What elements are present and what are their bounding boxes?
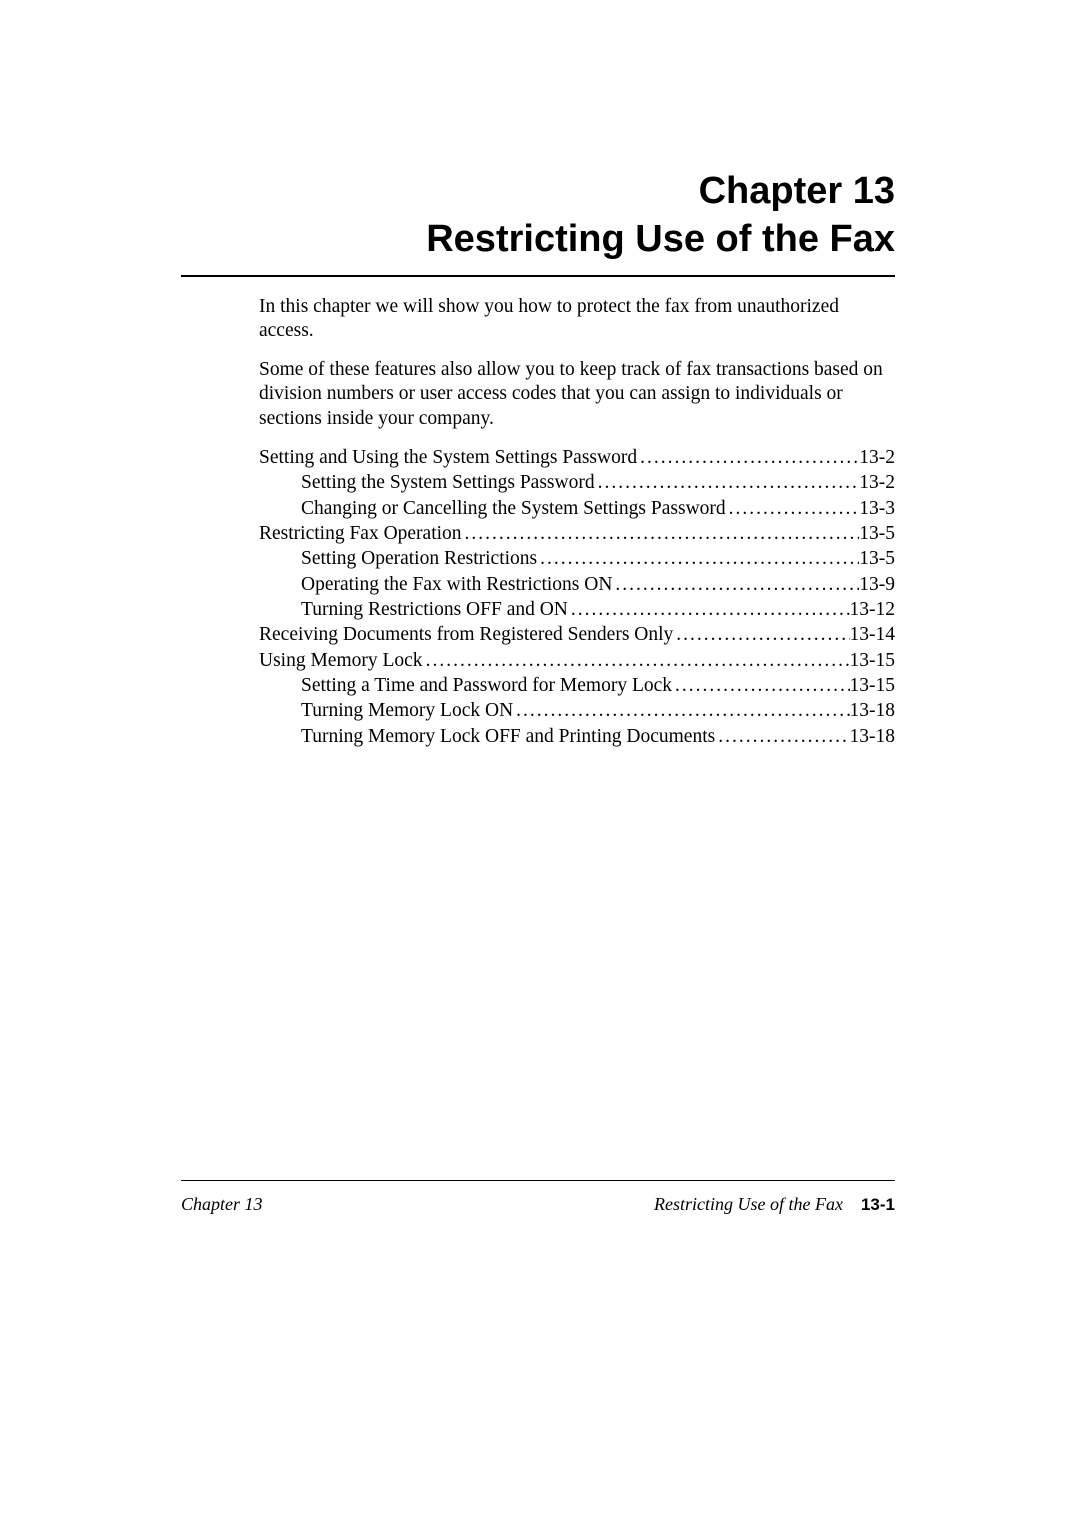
toc-entry-page: 13-14 — [850, 622, 896, 647]
toc-leader-dots — [568, 597, 850, 622]
toc-leader-dots — [595, 470, 860, 495]
table-of-contents: Setting and Using the System Settings Pa… — [259, 445, 895, 749]
intro-para-2: Some of these features also allow you to… — [259, 358, 895, 431]
toc-entry: Setting and Using the System Settings Pa… — [259, 445, 895, 470]
toc-entry-label: Restricting Fax Operation — [259, 521, 462, 546]
toc-leader-dots — [673, 622, 849, 647]
toc-entry-label: Turning Memory Lock ON — [301, 698, 513, 723]
toc-entry-label: Setting a Time and Password for Memory L… — [301, 673, 672, 698]
toc-entry: Turning Memory Lock OFF and Printing Doc… — [259, 724, 895, 749]
toc-entry-label: Turning Memory Lock OFF and Printing Doc… — [301, 724, 715, 749]
intro-text: In this chapter we will show you how to … — [259, 295, 895, 431]
toc-entry: Turning Restrictions OFF and ON 13-12 — [259, 597, 895, 622]
chapter-number: Chapter 13 — [181, 168, 895, 216]
chapter-title-text: Restricting Use of the Fax — [181, 216, 895, 264]
toc-entry: Restricting Fax Operation 13-5 — [259, 521, 895, 546]
footer-rule — [181, 1180, 895, 1181]
toc-entry-page: 13-18 — [850, 724, 896, 749]
toc-leader-dots — [637, 445, 859, 470]
toc-entry-label: Setting and Using the System Settings Pa… — [259, 445, 637, 470]
toc-entry: Using Memory Lock 13-15 — [259, 648, 895, 673]
toc-entry: Changing or Cancelling the System Settin… — [259, 496, 895, 521]
page-content: Chapter 13 Restricting Use of the Fax In… — [181, 168, 895, 749]
toc-entry-page: 13-15 — [850, 673, 896, 698]
toc-entry-label: Using Memory Lock — [259, 648, 423, 673]
toc-leader-dots — [612, 572, 859, 597]
toc-leader-dots — [715, 724, 849, 749]
toc-entry-label: Receiving Documents from Registered Send… — [259, 622, 673, 647]
toc-entry-page: 13-9 — [859, 572, 895, 597]
toc-entry-page: 13-2 — [859, 445, 895, 470]
toc-leader-dots — [423, 648, 850, 673]
toc-entry-page: 13-15 — [850, 648, 896, 673]
toc-entry: Receiving Documents from Registered Send… — [259, 622, 895, 647]
toc-entry: Operating the Fax with Restrictions ON 1… — [259, 572, 895, 597]
toc-leader-dots — [537, 546, 859, 571]
toc-entry-label: Turning Restrictions OFF and ON — [301, 597, 568, 622]
title-rule — [181, 275, 895, 277]
toc-entry: Setting a Time and Password for Memory L… — [259, 673, 895, 698]
toc-entry-page: 13-3 — [859, 496, 895, 521]
intro-para-1: In this chapter we will show you how to … — [259, 295, 895, 344]
footer-page-number: 13-1 — [861, 1195, 895, 1215]
footer-chapter: Chapter 13 — [181, 1194, 263, 1215]
toc-entry-label: Setting the System Settings Password — [301, 470, 595, 495]
toc-leader-dots — [672, 673, 849, 698]
toc-leader-dots — [726, 496, 860, 521]
toc-entry: Setting Operation Restrictions 13-5 — [259, 546, 895, 571]
toc-entry-page: 13-5 — [859, 546, 895, 571]
chapter-heading: Chapter 13 Restricting Use of the Fax — [181, 168, 895, 263]
toc-entry-label: Operating the Fax with Restrictions ON — [301, 572, 612, 597]
toc-entry-page: 13-2 — [859, 470, 895, 495]
toc-entry: Turning Memory Lock ON 13-18 — [259, 698, 895, 723]
toc-entry-label: Changing or Cancelling the System Settin… — [301, 496, 726, 521]
footer-right: Restricting Use of the Fax 13-1 — [654, 1194, 895, 1215]
toc-leader-dots — [513, 698, 849, 723]
footer-section: Restricting Use of the Fax — [654, 1194, 843, 1215]
page-footer: Chapter 13 Restricting Use of the Fax 13… — [181, 1194, 895, 1215]
toc-entry-page: 13-12 — [850, 597, 896, 622]
toc-entry-label: Setting Operation Restrictions — [301, 546, 537, 571]
toc-entry-page: 13-18 — [850, 698, 896, 723]
toc-entry-page: 13-5 — [859, 521, 895, 546]
toc-leader-dots — [462, 521, 860, 546]
toc-entry: Setting the System Settings Password 13-… — [259, 470, 895, 495]
